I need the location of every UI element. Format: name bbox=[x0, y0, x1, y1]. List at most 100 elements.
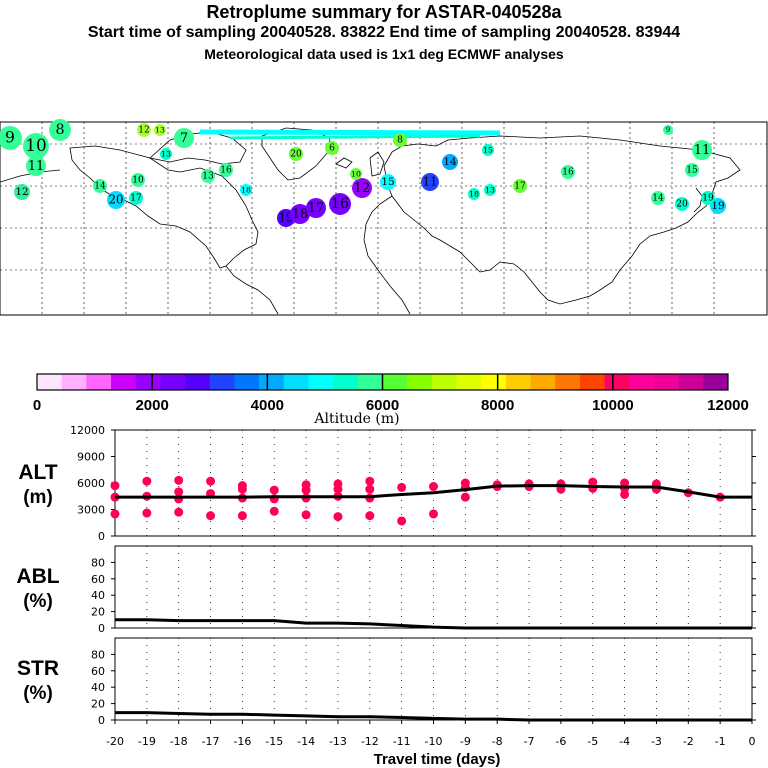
plume-marker-36 bbox=[484, 184, 496, 196]
alt-cluster-point-35 bbox=[429, 509, 438, 519]
x-tick-label-13: -7 bbox=[524, 735, 535, 748]
alt-ytick-label-3: 9000 bbox=[77, 451, 105, 464]
map-frame bbox=[0, 121, 768, 316]
colorbar-swatch-4 bbox=[135, 374, 161, 390]
colorbar-swatch-23 bbox=[604, 374, 630, 390]
time-series-panels: 0 3000 6000 9000 12000 ALT (m) 0 20 40 60 80 ABL (%) 0… bbox=[16, 424, 756, 768]
plume-marker-9 bbox=[393, 133, 407, 147]
plume-marker-0 bbox=[0, 126, 22, 150]
alt-cluster-point-0 bbox=[110, 481, 120, 491]
str-panel-unit: (%) bbox=[23, 683, 53, 704]
alt-cluster-point-27 bbox=[333, 512, 343, 522]
plume-marker-12 bbox=[201, 169, 215, 183]
alt-cluster-point-38 bbox=[460, 492, 470, 502]
coast-iceland bbox=[335, 157, 353, 169]
abl-ytick-label-0: 0 bbox=[98, 622, 105, 635]
abl-ytick-label-3: 60 bbox=[91, 573, 105, 586]
str-panel-name: STR bbox=[17, 657, 59, 680]
x-tick-label-7: -13 bbox=[329, 735, 347, 748]
alt-cluster-point-21 bbox=[301, 485, 311, 495]
altitude-colorbar: 0 2000 4000 6000 8000 10000 12000 Altitude (m) bbox=[33, 373, 749, 427]
x-tick-label-15: -5 bbox=[587, 735, 598, 748]
abl-ytick-label-4: 80 bbox=[91, 556, 105, 569]
coast-africa bbox=[363, 195, 411, 315]
x-tick-label-5: -15 bbox=[265, 735, 283, 748]
x-tick-label-4: -16 bbox=[233, 735, 251, 748]
coast-japan bbox=[693, 187, 703, 213]
abl-panel-frame bbox=[114, 545, 753, 629]
alt-cluster-point-17 bbox=[269, 485, 279, 495]
colorbar-swatch-14 bbox=[382, 374, 408, 390]
plume-marker-18 bbox=[107, 191, 125, 209]
colorbar-swatch-1 bbox=[61, 374, 87, 390]
abl-ytick-label-1: 20 bbox=[91, 606, 105, 619]
plume-marker-8 bbox=[160, 148, 172, 160]
colorbar-swatch-10 bbox=[283, 374, 309, 390]
plume-marker-15 bbox=[219, 163, 233, 177]
plume-marker-38 bbox=[701, 191, 715, 205]
abl-panel-name: ABL bbox=[16, 565, 59, 588]
x-tick-label-2: -18 bbox=[170, 735, 188, 748]
x-tick-label-0: -20 bbox=[106, 735, 124, 748]
colorbar-swatch-6 bbox=[185, 374, 211, 390]
x-tick-label-9: -11 bbox=[393, 735, 411, 748]
plume-marker-label-33: 14 bbox=[652, 194, 664, 204]
plume-marker-label-32: 15 bbox=[686, 166, 698, 176]
alt-cluster-point-19 bbox=[269, 506, 279, 516]
str-ytick-label-3: 60 bbox=[91, 665, 105, 678]
alt-ytick-label-0: 0 bbox=[98, 530, 105, 543]
coast-british-isles bbox=[369, 151, 385, 177]
alt-cluster-point-3 bbox=[142, 476, 152, 486]
alt-cluster-point-16 bbox=[237, 511, 247, 521]
colorbar-swatch-7 bbox=[209, 374, 235, 390]
plume-streak-lower bbox=[229, 134, 481, 140]
plume-marker-13 bbox=[93, 179, 107, 193]
plume-marker-2 bbox=[49, 119, 71, 141]
map-grid bbox=[0, 122, 767, 315]
x-tick-label-19: -1 bbox=[715, 735, 726, 748]
coast-central-america bbox=[225, 265, 279, 315]
alt-cluster-point-14 bbox=[237, 484, 247, 494]
plume-marker-26 bbox=[442, 154, 458, 170]
x-tick-label-10: -10 bbox=[425, 735, 443, 748]
plume-marker-label-16: 17 bbox=[130, 194, 142, 204]
plume-marker-label-2: 8 bbox=[55, 122, 64, 138]
x-tick-label-17: -3 bbox=[651, 735, 662, 748]
plume-marker-label-29: 16 bbox=[562, 168, 574, 178]
plume-marker-label-30: 17 bbox=[514, 182, 526, 192]
plume-marker-label-9: 8 bbox=[397, 136, 403, 146]
sampling-time-line: Start time of sampling 20040528. 83822 E… bbox=[87, 24, 681, 41]
colorbar-swatch-24 bbox=[629, 374, 655, 390]
alt-cluster-point-6 bbox=[174, 475, 184, 485]
alt-cluster-point-28 bbox=[365, 476, 375, 486]
alt-cluster-point-45 bbox=[588, 477, 598, 487]
plume-marker-label-21: 18 bbox=[292, 207, 309, 222]
plume-marker-label-10: 6 bbox=[329, 144, 335, 154]
x-tick-label-11: -9 bbox=[460, 735, 471, 748]
alt-cluster-point-34 bbox=[429, 482, 438, 492]
str-panel-frame bbox=[114, 637, 753, 721]
colorbar-tick-label-0: 0 bbox=[33, 397, 41, 414]
plume-marker-33 bbox=[651, 191, 665, 205]
plume-marker-label-25: 11 bbox=[423, 174, 438, 188]
plume-marker-label-35: 19 bbox=[711, 200, 724, 212]
plume-marker-5 bbox=[174, 128, 194, 148]
colorbar-swatch-15 bbox=[407, 374, 433, 390]
plume-marker-32 bbox=[685, 163, 699, 177]
plume-marker-6 bbox=[137, 123, 151, 137]
x-tick-label-18: -2 bbox=[683, 735, 694, 748]
str-ytick-label-4: 80 bbox=[91, 648, 105, 661]
x-tick-label-20: 0 bbox=[749, 735, 756, 748]
map-coastlines bbox=[0, 127, 741, 315]
plume-marker-label-1: 10 bbox=[25, 135, 47, 155]
colorbar-label: Altitude (m) bbox=[313, 411, 399, 427]
colorbar-swatch-8 bbox=[234, 374, 260, 390]
plume-marker-label-5: 7 bbox=[180, 131, 188, 146]
plume-marker-label-14: 10 bbox=[132, 176, 144, 186]
plume-marker-22 bbox=[306, 198, 326, 218]
alt-cluster-point-32 bbox=[397, 482, 407, 492]
colorbar-swatch-9 bbox=[259, 374, 285, 390]
plume-marker-39 bbox=[468, 188, 480, 200]
plume-marker-label-18: 20 bbox=[109, 192, 124, 206]
